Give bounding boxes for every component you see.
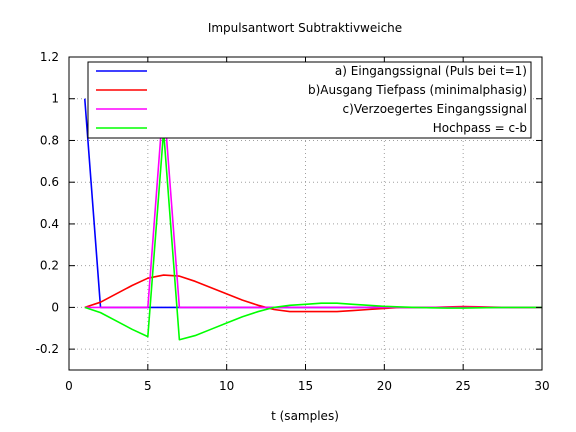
y-tick-label: 0.2	[40, 259, 59, 273]
y-tick-label: 1.2	[40, 50, 59, 64]
legend-box	[87, 61, 532, 139]
chart-title: Impulsantwort Subtraktivweiche	[208, 21, 402, 35]
y-tick-label: 0.4	[40, 217, 59, 231]
x-tick-label: 20	[377, 379, 392, 393]
series-line-4	[84, 130, 542, 341]
y-tick-label: -0.2	[36, 342, 59, 356]
legend: a) Eingangssignal (Puls bei t=1) b)Ausgan…	[87, 61, 532, 139]
y-tick-label: 0	[51, 300, 59, 314]
x-axis-label: t (samples)	[271, 409, 339, 423]
y-tick-label: 0.8	[40, 133, 59, 147]
x-tick-label: 0	[65, 379, 73, 393]
x-tick-label: 5	[144, 379, 152, 393]
x-tick-label: 25	[456, 379, 471, 393]
legend-label-1: a) Eingangssignal (Puls bei t=1)	[335, 64, 527, 78]
series-line-2	[84, 274, 542, 313]
legend-label-4: Hochpass = c-b	[433, 121, 527, 135]
x-tick-label: 10	[219, 379, 234, 393]
x-tick-label: 30	[534, 379, 549, 393]
legend-label-2: b)Ausgang Tiefpass (minimalphasig)	[308, 83, 527, 97]
legend-label-3: c)Verzoegertes Eingangssignal	[343, 102, 527, 116]
x-tick-label: 15	[298, 379, 313, 393]
y-tick-label: 0.6	[40, 175, 59, 189]
y-tick-label: 1	[51, 92, 59, 106]
